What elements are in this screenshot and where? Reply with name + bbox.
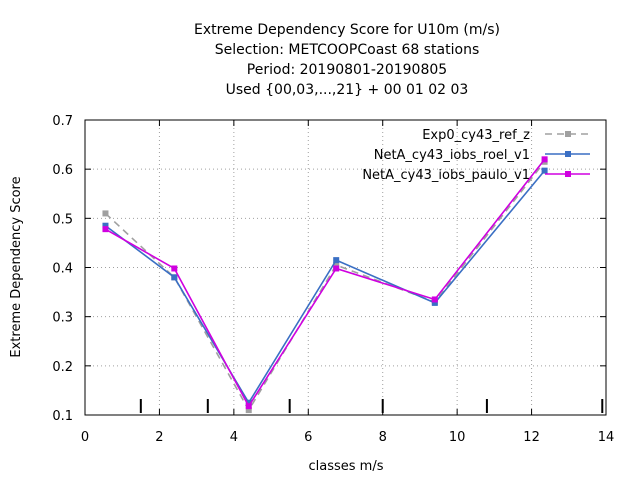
data-point <box>333 265 340 272</box>
data-point <box>102 222 109 229</box>
y-axis-ticks: 0.1 0.2 0.3 0.4 0.5 0.6 0.7 <box>52 114 606 424</box>
y-tick-label: 0.4 <box>52 262 73 277</box>
y-axis-label: Extreme Dependency Score <box>9 176 24 357</box>
x-tick-label: 0 <box>81 430 89 445</box>
data-point <box>245 399 252 406</box>
data-point <box>171 274 178 281</box>
data-point <box>333 257 340 264</box>
title-line-1: Extreme Dependency Score for U10m (m/s) <box>194 22 500 38</box>
series-line <box>105 158 546 408</box>
series-2 <box>102 167 548 406</box>
x-tick-label: 14 <box>598 430 615 445</box>
grid <box>85 120 606 415</box>
data-point <box>541 167 548 174</box>
x-tick-label: 4 <box>230 430 238 445</box>
data-point <box>541 156 548 163</box>
legend: Exp0_cy43_ref_z NetA_cy43_iobs_roel_v1 Net… <box>362 128 590 183</box>
y-tick-label: 0.2 <box>52 360 73 375</box>
data-point <box>102 226 109 233</box>
series-line <box>104 170 546 405</box>
y-tick-label: 0.6 <box>52 163 73 178</box>
legend-label: NetA_cy43_iobs_roel_v1 <box>374 148 530 163</box>
x-tick-label: 6 <box>304 430 312 445</box>
data-point <box>333 262 340 269</box>
x-tick-label: 2 <box>155 430 163 445</box>
series-3 <box>102 156 548 410</box>
data-point <box>245 403 252 410</box>
class-boundary-marks <box>139 399 604 413</box>
x-axis-label: classes m/s <box>309 459 384 474</box>
y-tick-label: 0.7 <box>52 114 73 129</box>
data-point <box>245 407 252 414</box>
x-tick-label: 12 <box>523 430 540 445</box>
legend-marker <box>565 151 571 157</box>
legend-label: NetA_cy43_iobs_paulo_v1 <box>362 168 530 183</box>
data-point <box>431 296 438 303</box>
chart-title: Extreme Dependency Score for U10m (m/s) … <box>194 22 500 98</box>
legend-marker <box>565 171 571 177</box>
y-tick-label: 0.1 <box>52 409 73 424</box>
legend-label: Exp0_cy43_ref_z <box>422 128 530 143</box>
data-point <box>171 265 178 272</box>
x-axis-ticks: 0 2 4 6 8 10 12 14 <box>81 120 614 445</box>
data-point <box>431 299 438 306</box>
legend-marker <box>565 131 571 137</box>
series-group <box>102 156 548 414</box>
data-point <box>102 210 109 217</box>
title-line-3: Period: 20190801-20190805 <box>247 62 447 78</box>
title-line-4: Used {00,03,...,21} + 00 01 02 03 <box>226 82 469 98</box>
y-tick-label: 0.5 <box>52 212 73 227</box>
y-tick-label: 0.3 <box>52 311 73 326</box>
title-line-2: Selection: METCOOPCoast 68 stations <box>215 42 480 58</box>
x-tick-label: 8 <box>379 430 387 445</box>
x-tick-label: 10 <box>449 430 466 445</box>
